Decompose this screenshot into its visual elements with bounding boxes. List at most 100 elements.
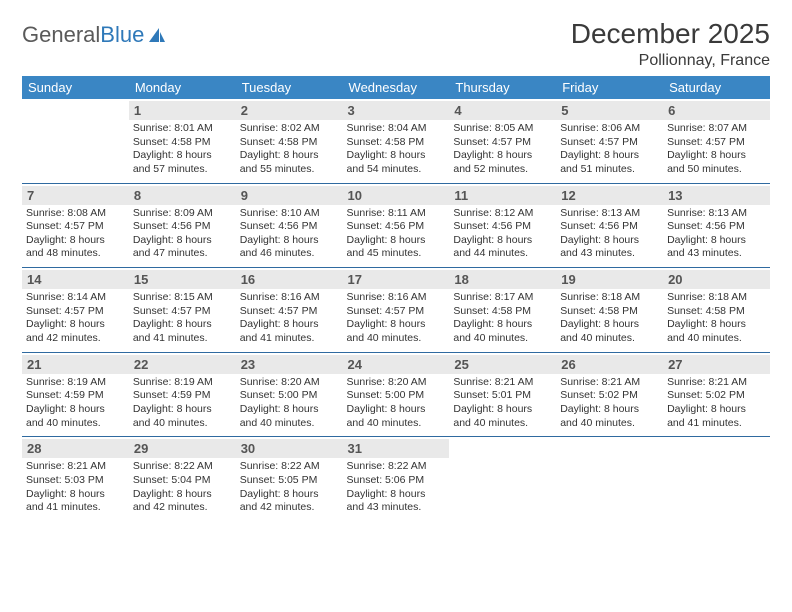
day-cell: 30Sunrise: 8:22 AMSunset: 5:05 PMDayligh…: [236, 437, 343, 521]
daylight-text: Daylight: 8 hours: [240, 403, 339, 417]
sunrise-text: Sunrise: 8:18 AM: [560, 291, 659, 305]
sunset-text: Sunset: 4:56 PM: [240, 220, 339, 234]
sunrise-text: Sunrise: 8:21 AM: [667, 376, 766, 390]
day-info: Sunrise: 8:21 AMSunset: 5:02 PMDaylight:…: [667, 376, 766, 431]
day-number: 18: [449, 270, 556, 289]
day-info: Sunrise: 8:06 AMSunset: 4:57 PMDaylight:…: [560, 122, 659, 177]
daylight-text: and 43 minutes.: [347, 501, 446, 515]
daylight-text: and 48 minutes.: [26, 247, 125, 261]
day-info: Sunrise: 8:16 AMSunset: 4:57 PMDaylight:…: [240, 291, 339, 346]
day-info: Sunrise: 8:07 AMSunset: 4:57 PMDaylight:…: [667, 122, 766, 177]
daylight-text: and 42 minutes.: [133, 501, 232, 515]
day-cell: [22, 99, 129, 183]
day-info: Sunrise: 8:20 AMSunset: 5:00 PMDaylight:…: [240, 376, 339, 431]
daylight-text: and 42 minutes.: [26, 332, 125, 346]
daylight-text: and 41 minutes.: [133, 332, 232, 346]
sunrise-text: Sunrise: 8:12 AM: [453, 207, 552, 221]
day-info: Sunrise: 8:21 AMSunset: 5:03 PMDaylight:…: [26, 460, 125, 515]
day-info: Sunrise: 8:22 AMSunset: 5:06 PMDaylight:…: [347, 460, 446, 515]
sunset-text: Sunset: 5:00 PM: [240, 389, 339, 403]
sunset-text: Sunset: 5:01 PM: [453, 389, 552, 403]
day-info: Sunrise: 8:01 AMSunset: 4:58 PMDaylight:…: [133, 122, 232, 177]
sunrise-text: Sunrise: 8:17 AM: [453, 291, 552, 305]
sunrise-text: Sunrise: 8:15 AM: [133, 291, 232, 305]
sunrise-text: Sunrise: 8:05 AM: [453, 122, 552, 136]
sunrise-text: Sunrise: 8:18 AM: [667, 291, 766, 305]
daylight-text: and 55 minutes.: [240, 163, 339, 177]
daylight-text: and 40 minutes.: [453, 417, 552, 431]
sunset-text: Sunset: 4:56 PM: [453, 220, 552, 234]
day-cell: 15 Sunrise: 8:15 AMSunset: 4:57 PMDayligh…: [129, 268, 236, 353]
daylight-text: Daylight: 8 hours: [133, 403, 232, 417]
day-cell: 19Sunrise: 8:18 AMSunset: 4:58 PMDayligh…: [556, 268, 663, 353]
daylight-text: Daylight: 8 hours: [240, 149, 339, 163]
sunrise-text: Sunrise: 8:16 AM: [347, 291, 446, 305]
daylight-text: Daylight: 8 hours: [667, 318, 766, 332]
sunrise-text: Sunrise: 8:01 AM: [133, 122, 232, 136]
daylight-text: Daylight: 8 hours: [560, 403, 659, 417]
day-info: Sunrise: 8:15 AMSunset: 4:57 PMDaylight:…: [133, 291, 232, 346]
day-number: 15: [129, 270, 236, 289]
week-row: 14Sunrise: 8:14 AMSunset: 4:57 PMDayligh…: [22, 268, 770, 353]
sunset-text: Sunset: 4:57 PM: [133, 305, 232, 319]
day-cell: 31Sunrise: 8:22 AMSunset: 5:06 PMDayligh…: [343, 437, 450, 521]
day-info: Sunrise: 8:09 AMSunset: 4:56 PMDaylight:…: [133, 207, 232, 262]
day-info: Sunrise: 8:19 AMSunset: 4:59 PMDaylight:…: [26, 376, 125, 431]
sunset-text: Sunset: 4:57 PM: [240, 305, 339, 319]
daylight-text: and 43 minutes.: [560, 247, 659, 261]
daylight-text: and 41 minutes.: [667, 417, 766, 431]
day-number: 29: [129, 439, 236, 458]
week-row: 7Sunrise: 8:08 AMSunset: 4:57 PMDaylight…: [22, 183, 770, 268]
day-cell: 29Sunrise: 8:22 AMSunset: 5:04 PMDayligh…: [129, 437, 236, 521]
daylight-text: and 57 minutes.: [133, 163, 232, 177]
daylight-text: and 45 minutes.: [347, 247, 446, 261]
day-cell: 1Sunrise: 8:01 AMSunset: 4:58 PMDaylight…: [129, 99, 236, 183]
sunrise-text: Sunrise: 8:14 AM: [26, 291, 125, 305]
day-info: Sunrise: 8:13 AMSunset: 4:56 PMDaylight:…: [560, 207, 659, 262]
daylight-text: Daylight: 8 hours: [453, 318, 552, 332]
daylight-text: and 52 minutes.: [453, 163, 552, 177]
day-cell: 8Sunrise: 8:09 AMSunset: 4:56 PMDaylight…: [129, 183, 236, 268]
day-cell: 20Sunrise: 8:18 AMSunset: 4:58 PMDayligh…: [663, 268, 770, 353]
daylight-text: and 40 minutes.: [453, 332, 552, 346]
sunrise-text: Sunrise: 8:08 AM: [26, 207, 125, 221]
daylight-text: and 40 minutes.: [347, 417, 446, 431]
day-number: 26: [556, 355, 663, 374]
day-number: 6: [663, 101, 770, 120]
daylight-text: and 40 minutes.: [560, 332, 659, 346]
day-cell: 25Sunrise: 8:21 AMSunset: 5:01 PMDayligh…: [449, 352, 556, 437]
day-cell: 6 Sunrise: 8:07 AMSunset: 4:57 PMDaylight…: [663, 99, 770, 183]
day-number: 19: [556, 270, 663, 289]
sunset-text: Sunset: 4:56 PM: [560, 220, 659, 234]
day-cell: 21Sunrise: 8:19 AMSunset: 4:59 PMDayligh…: [22, 352, 129, 437]
sunrise-text: Sunrise: 8:11 AM: [347, 207, 446, 221]
sunset-text: Sunset: 4:58 PM: [347, 136, 446, 150]
day-cell: 16Sunrise: 8:16 AMSunset: 4:57 PMDayligh…: [236, 268, 343, 353]
daylight-text: Daylight: 8 hours: [240, 318, 339, 332]
day-cell: 4Sunrise: 8:05 AMSunset: 4:57 PMDaylight…: [449, 99, 556, 183]
sunset-text: Sunset: 5:02 PM: [667, 389, 766, 403]
sunset-text: Sunset: 4:58 PM: [667, 305, 766, 319]
sunrise-text: Sunrise: 8:07 AM: [667, 122, 766, 136]
day-number: 22: [129, 355, 236, 374]
sunset-text: Sunset: 4:57 PM: [347, 305, 446, 319]
day-cell: [556, 437, 663, 521]
day-cell: 14Sunrise: 8:14 AMSunset: 4:57 PMDayligh…: [22, 268, 129, 353]
daylight-text: Daylight: 8 hours: [347, 149, 446, 163]
daylight-text: Daylight: 8 hours: [453, 234, 552, 248]
day-number: 17: [343, 270, 450, 289]
day-number: 24: [343, 355, 450, 374]
day-cell: 27Sunrise: 8:21 AMSunset: 5:02 PMDayligh…: [663, 352, 770, 437]
day-cell: 7Sunrise: 8:08 AMSunset: 4:57 PMDaylight…: [22, 183, 129, 268]
day-info: Sunrise: 8:02 AMSunset: 4:58 PMDaylight:…: [240, 122, 339, 177]
sunrise-text: Sunrise: 8:09 AM: [133, 207, 232, 221]
sunrise-text: Sunrise: 8:21 AM: [560, 376, 659, 390]
day-info: Sunrise: 8:20 AMSunset: 5:00 PMDaylight:…: [347, 376, 446, 431]
sunrise-text: Sunrise: 8:22 AM: [347, 460, 446, 474]
day-info: Sunrise: 8:12 AMSunset: 4:56 PMDaylight:…: [453, 207, 552, 262]
calendar-page: GeneralBlue December 2025 Pollionnay, Fr…: [0, 0, 792, 531]
sunrise-text: Sunrise: 8:20 AM: [347, 376, 446, 390]
day-cell: 17Sunrise: 8:16 AMSunset: 4:57 PMDayligh…: [343, 268, 450, 353]
daylight-text: Daylight: 8 hours: [26, 403, 125, 417]
day-cell: 18Sunrise: 8:17 AMSunset: 4:58 PMDayligh…: [449, 268, 556, 353]
